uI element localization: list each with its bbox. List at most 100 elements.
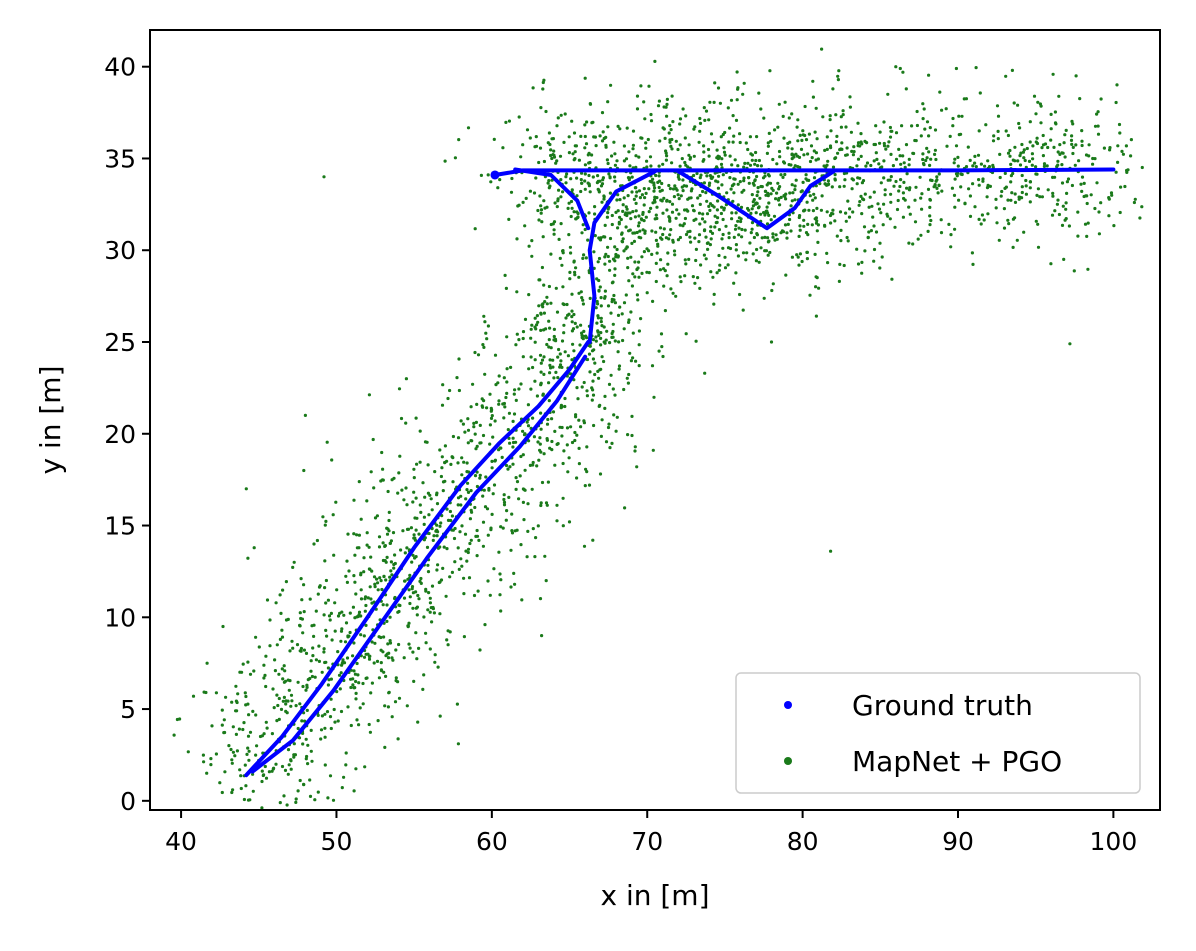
mapnet-pgo-point	[621, 209, 625, 213]
mapnet-pgo-point	[298, 611, 302, 615]
mapnet-pgo-point	[540, 303, 544, 307]
mapnet-pgo-point	[874, 151, 878, 155]
mapnet-pgo-point	[799, 190, 803, 194]
mapnet-pgo-point	[467, 470, 471, 474]
mapnet-pgo-point	[913, 220, 918, 224]
mapnet-pgo-point	[727, 140, 731, 144]
mapnet-pgo-point	[656, 180, 660, 184]
mapnet-pgo-point	[493, 353, 498, 357]
mapnet-pgo-point	[570, 119, 574, 123]
mapnet-pgo-point	[517, 497, 521, 501]
mapnet-pgo-point	[816, 240, 820, 244]
mapnet-pgo-point	[1138, 216, 1142, 220]
mapnet-pgo-point	[708, 202, 713, 206]
mapnet-pgo-point	[616, 226, 620, 230]
mapnet-pgo-point	[1077, 159, 1081, 163]
mapnet-pgo-point	[535, 464, 539, 468]
mapnet-pgo-point	[1063, 155, 1067, 159]
mapnet-pgo-point	[300, 719, 304, 723]
mapnet-pgo-point	[860, 271, 864, 275]
mapnet-pgo-point	[913, 198, 917, 202]
mapnet-pgo-point	[482, 314, 486, 318]
mapnet-pgo-point	[449, 518, 453, 523]
mapnet-pgo-point	[475, 528, 479, 533]
mapnet-pgo-point	[584, 334, 588, 338]
mapnet-pgo-point	[417, 597, 421, 601]
mapnet-pgo-point	[1114, 170, 1118, 174]
mapnet-pgo-point	[468, 541, 472, 546]
mapnet-pgo-point	[357, 723, 361, 727]
mapnet-pgo-point	[749, 152, 753, 156]
mapnet-pgo-point	[746, 161, 750, 165]
mapnet-pgo-point	[721, 217, 725, 222]
mapnet-pgo-point	[1124, 144, 1128, 148]
mapnet-pgo-point	[859, 140, 863, 144]
mapnet-pgo-point	[630, 241, 634, 245]
mapnet-pgo-point	[1031, 144, 1035, 148]
mapnet-pgo-point	[660, 345, 664, 349]
mapnet-pgo-point	[532, 435, 537, 439]
mapnet-pgo-point	[552, 155, 557, 159]
mapnet-pgo-point	[905, 172, 909, 176]
mapnet-pgo-point	[281, 699, 285, 703]
mapnet-pgo-point	[835, 134, 839, 138]
mapnet-pgo-point	[472, 593, 477, 598]
mapnet-pgo-point	[340, 610, 344, 614]
mapnet-pgo-point	[581, 298, 585, 302]
mapnet-pgo-point	[1020, 173, 1024, 178]
mapnet-pgo-point	[299, 649, 303, 653]
mapnet-pgo-point	[1036, 245, 1041, 249]
mapnet-pgo-point	[599, 343, 603, 347]
mapnet-pgo-point	[800, 138, 804, 142]
mapnet-pgo-point	[855, 182, 859, 186]
mapnet-pgo-point	[833, 173, 837, 177]
mapnet-pgo-point	[569, 251, 573, 255]
mapnet-pgo-point	[1016, 159, 1020, 163]
mapnet-pgo-point	[402, 596, 407, 600]
mapnet-pgo-point	[806, 152, 810, 156]
mapnet-pgo-point	[406, 577, 410, 581]
mapnet-pgo-point	[375, 577, 379, 581]
mapnet-pgo-point	[608, 176, 612, 180]
mapnet-pgo-point	[828, 114, 832, 118]
mapnet-pgo-point	[289, 693, 294, 697]
mapnet-pgo-point	[1003, 186, 1007, 190]
mapnet-pgo-point	[949, 233, 953, 237]
mapnet-pgo-point	[440, 403, 445, 407]
mapnet-pgo-point	[834, 113, 838, 117]
mapnet-pgo-point	[614, 429, 618, 433]
mapnet-pgo-point	[683, 208, 687, 212]
mapnet-pgo-point	[439, 521, 443, 525]
mapnet-pgo-point	[1055, 202, 1059, 206]
mapnet-pgo-point	[933, 128, 938, 132]
mapnet-pgo-point	[1019, 151, 1023, 155]
mapnet-pgo-point	[362, 655, 367, 659]
mapnet-pgo-point	[709, 132, 714, 136]
mapnet-pgo-point	[761, 211, 766, 215]
mapnet-pgo-point	[1020, 196, 1024, 200]
mapnet-pgo-point	[846, 239, 850, 243]
y-tick-label: 5	[120, 695, 136, 724]
mapnet-pgo-point	[889, 175, 893, 179]
mapnet-pgo-point	[661, 232, 665, 237]
mapnet-pgo-point	[888, 125, 893, 130]
mapnet-pgo-point	[1020, 185, 1024, 189]
mapnet-pgo-point	[376, 588, 380, 592]
mapnet-pgo-point	[562, 323, 566, 327]
mapnet-pgo-point	[786, 141, 790, 146]
mapnet-pgo-point	[313, 798, 317, 802]
mapnet-pgo-point	[345, 656, 350, 660]
mapnet-pgo-point	[517, 203, 521, 207]
mapnet-pgo-point	[462, 592, 466, 596]
mapnet-pgo-point	[280, 764, 285, 769]
mapnet-pgo-point	[389, 560, 393, 564]
mapnet-pgo-point	[511, 419, 515, 423]
mapnet-pgo-point	[552, 228, 556, 232]
mapnet-pgo-point	[603, 406, 607, 410]
mapnet-pgo-point	[797, 155, 802, 159]
mapnet-pgo-point	[536, 320, 540, 324]
mapnet-pgo-point	[364, 603, 368, 608]
mapnet-pgo-point	[639, 236, 643, 240]
mapnet-pgo-point	[554, 339, 558, 343]
mapnet-pgo-point	[301, 684, 305, 689]
